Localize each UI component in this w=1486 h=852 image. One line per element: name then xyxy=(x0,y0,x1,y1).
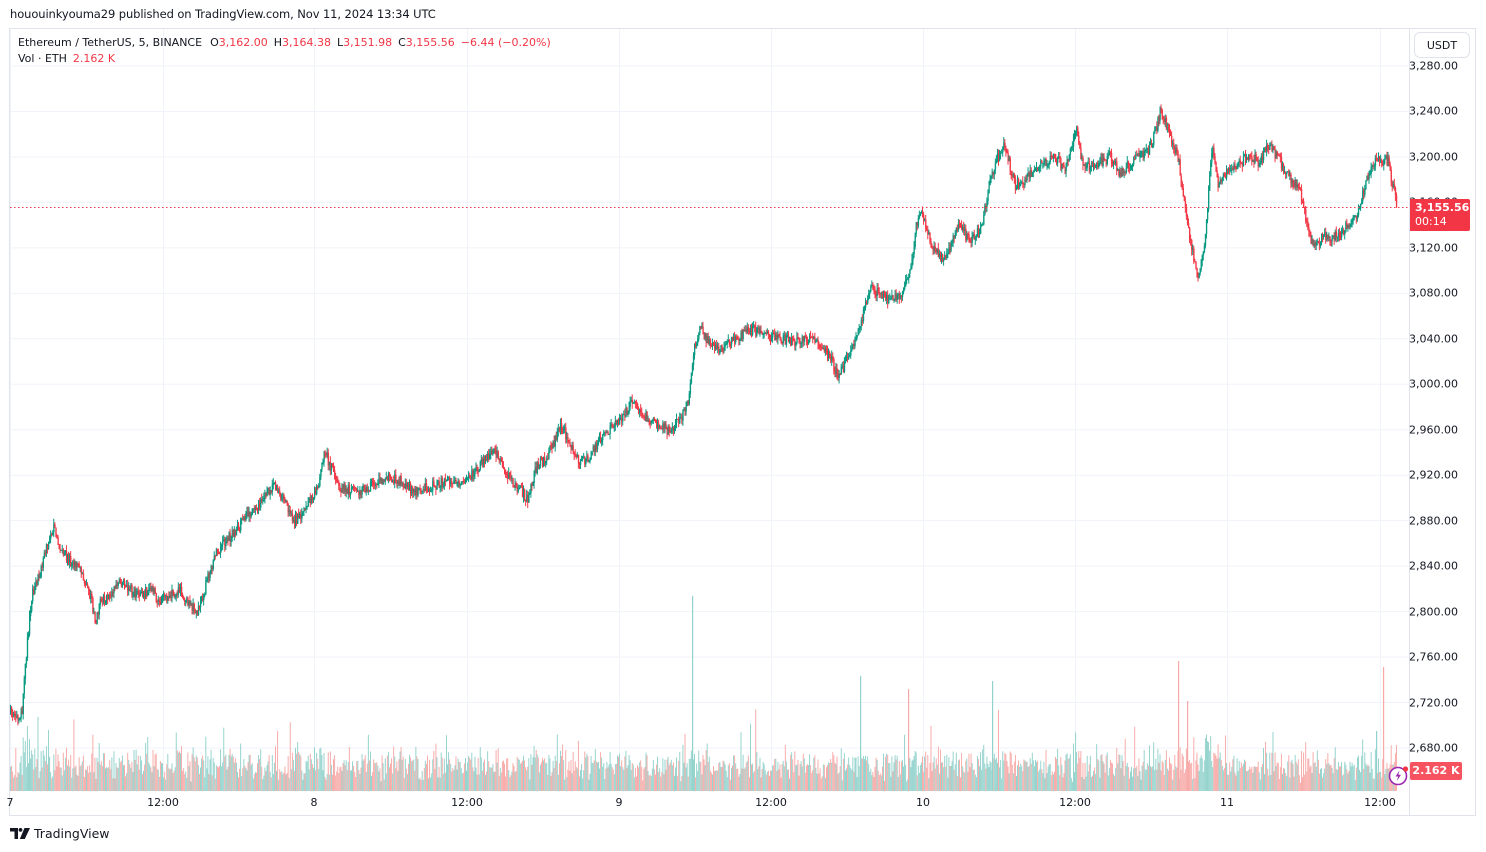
volume-tag: 2.162 K xyxy=(1410,762,1462,780)
tradingview-brand[interactable]: TradingView xyxy=(10,826,110,841)
chart-legend: Ethereum / TetherUS, 5, BINANCE O3,162.0… xyxy=(18,35,551,67)
price-tick-label: 3,200.00 xyxy=(1409,150,1458,164)
price-tick-label: 2,840.00 xyxy=(1409,559,1458,573)
price-tick-label: 2,760.00 xyxy=(1409,650,1458,664)
last-price-tag: 3,155.56 00:14 xyxy=(1410,199,1470,231)
high-label: H xyxy=(273,36,282,49)
price-tick-label: 3,120.00 xyxy=(1409,241,1458,255)
open-value: 3,162.00 xyxy=(218,36,268,49)
tradingview-logo-icon xyxy=(10,828,30,839)
time-axis[interactable]: 7 12:00 8 12:00 9 12:00 10 12:00 11 12:00 xyxy=(6,791,1409,815)
high-value: 3,164.38 xyxy=(282,36,331,49)
price-tick-label: 3,280.00 xyxy=(1409,59,1458,73)
price-tick-label: 3,040.00 xyxy=(1409,332,1458,346)
legend-ohlc-row: Ethereum / TetherUS, 5, BINANCE O3,162.0… xyxy=(18,35,551,51)
time-tick-label: 12:00 xyxy=(1059,796,1091,809)
price-tick-label: 2,920.00 xyxy=(1409,468,1458,482)
legend-change: −6.44 (−0.20%) xyxy=(460,36,551,49)
time-tick-label: 11 xyxy=(1220,796,1234,809)
time-tick-label: 12:00 xyxy=(451,796,483,809)
volume-value: 2.162 K xyxy=(72,52,116,65)
price-tick-label: 3,240.00 xyxy=(1409,104,1458,118)
brand-name: TradingView xyxy=(34,826,110,841)
price-tick-label: 2,720.00 xyxy=(1409,696,1458,710)
time-tick-label: 8 xyxy=(310,796,318,809)
chart-pane[interactable] xyxy=(10,29,1409,791)
volume-label[interactable]: Vol · ETH xyxy=(18,52,67,65)
price-tick-label: 3,080.00 xyxy=(1409,286,1458,300)
candlestick-chart[interactable] xyxy=(10,29,1409,791)
low-label: L xyxy=(336,36,344,49)
close-label: C xyxy=(398,36,406,49)
time-tick-label: 12:00 xyxy=(755,796,787,809)
price-tick-label: 2,880.00 xyxy=(1409,514,1458,528)
published-info: hououinkyouma29 published on TradingView… xyxy=(10,7,436,21)
legend-volume-row: Vol · ETH 2.162 K xyxy=(18,51,551,67)
lightning-alert-icon[interactable] xyxy=(1388,764,1410,786)
symbol-title[interactable]: Ethereum / TetherUS, 5, BINANCE xyxy=(18,36,203,49)
time-tick-label: 7 xyxy=(6,796,14,809)
bar-countdown: 00:14 xyxy=(1415,215,1447,228)
close-value: 3,155.56 xyxy=(405,36,455,49)
price-tick-label: 2,800.00 xyxy=(1409,605,1458,619)
time-tick-label: 12:00 xyxy=(1364,796,1396,809)
open-label: O xyxy=(210,36,219,49)
legend-high: H3,164.38 xyxy=(274,35,331,51)
time-tick-label: 12:00 xyxy=(147,796,179,809)
currency-button[interactable]: USDT xyxy=(1414,32,1470,58)
price-axis[interactable]: 3,280.003,240.003,200.003,160.003,120.00… xyxy=(1409,29,1476,815)
price-tick-label: 3,000.00 xyxy=(1409,377,1458,391)
legend-open: O3,162.00 xyxy=(210,35,268,51)
last-price-value: 3,155.56 xyxy=(1415,201,1470,214)
legend-low: L3,151.98 xyxy=(337,35,392,51)
low-value: 3,151.98 xyxy=(343,36,393,49)
time-tick-label: 10 xyxy=(916,796,930,809)
price-tick-label: 2,960.00 xyxy=(1409,423,1458,437)
time-tick-label: 9 xyxy=(615,796,623,809)
legend-close: C3,155.56 xyxy=(398,35,455,51)
price-tick-label: 2,680.00 xyxy=(1409,741,1458,755)
chart-frame xyxy=(9,28,1476,816)
